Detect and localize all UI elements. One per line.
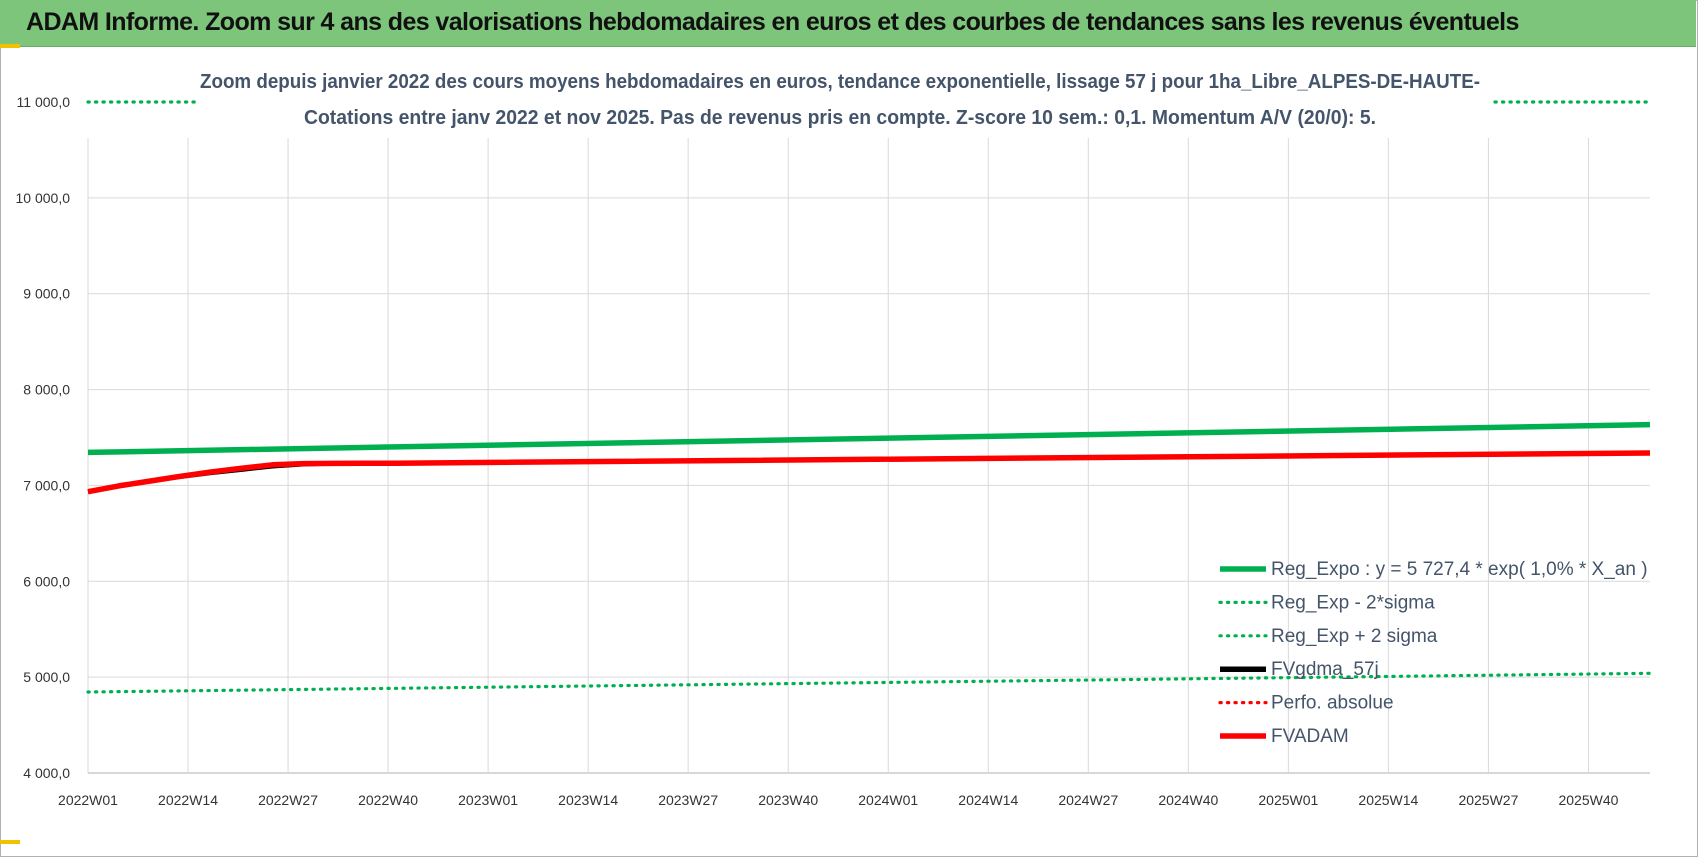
legend-label: Reg_Expo : y = 5 727,4 * exp( 1,0% * X_a… [1271,559,1648,580]
report-banner: ADAM Informe. Zoom sur 4 ans des valoris… [0,0,1696,47]
y-axis-ticks: 4 000,0 5 000,0 6 000,0 7 000,0 8 000,0 9 000… [16,94,71,781]
series-lines [86,100,1652,694]
x-tick-label: 2025W27 [1458,792,1518,808]
report-title: ADAM Informe. Zoom sur 4 ans des valoris… [26,8,1519,36]
legend-label: Reg_Exp + 2 sigma [1271,626,1438,647]
series-line [87,450,1651,495]
x-tick-label: 2022W40 [358,792,418,808]
legend-label: FVgdma_57j [1271,659,1379,680]
x-tick-label: 2024W40 [1158,792,1218,808]
corner-marker [0,840,20,844]
x-tick-label: 2023W01 [458,792,518,808]
corner-marker [0,44,20,48]
x-tick-label: 2023W27 [658,792,718,808]
x-axis-ticks: 2022W01 2022W14 2022W27 2022W40 2023W01 2023W… [58,792,1619,808]
series-line [86,671,1652,694]
x-tick-label: 2023W14 [558,792,618,808]
y-tick-label: 10 000,0 [16,190,71,206]
y-tick-label: 5 000,0 [23,669,70,685]
series-line [87,421,1651,456]
x-tick-label: 2024W01 [858,792,918,808]
x-tick-label: 2022W01 [58,792,118,808]
x-tick-label: 2024W14 [958,792,1018,808]
x-tick-label: 2025W01 [1258,792,1318,808]
x-tick-label: 2023W40 [758,792,818,808]
x-tick-label: 2024W27 [1058,792,1118,808]
y-tick-label: 11 000,0 [17,94,71,110]
chart-legend: Reg_Expo : y = 5 727,4 * exp( 1,0% * X_a… [1218,559,1648,747]
legend-label: Reg_Exp - 2*sigma [1271,592,1435,613]
y-tick-label: 7 000,0 [23,477,70,493]
legend-label: FVADAM [1271,726,1349,747]
y-tick-label: 8 000,0 [23,382,70,398]
chart-title: Zoom depuis janvier 2022 des cours moyen… [200,71,1480,93]
x-tick-label: 2022W14 [158,792,218,808]
y-tick-label: 4 000,0 [23,765,70,781]
x-tick-label: 2025W40 [1558,792,1618,808]
y-tick-label: 6 000,0 [23,573,70,589]
y-tick-label: 9 000,0 [23,286,70,302]
x-tick-label: 2022W27 [258,792,318,808]
x-tick-label: 2025W14 [1358,792,1418,808]
legend-label: Perfo. absolue [1271,693,1394,714]
chart-subtitle: Cotations entre janv 2022 et nov 2025. P… [304,107,1376,129]
